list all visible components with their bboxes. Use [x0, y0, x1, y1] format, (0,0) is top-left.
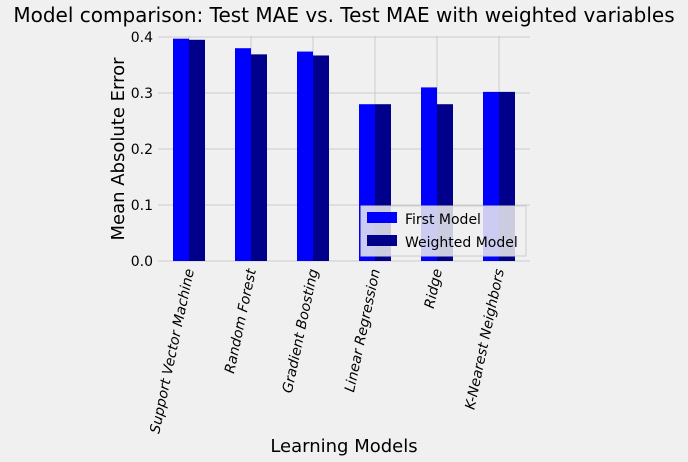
legend-swatch-weighted-model — [367, 235, 397, 246]
legend: First Model Weighted Model — [360, 205, 527, 257]
y-tick-label: 0.0 — [131, 254, 153, 270]
bar-weighted-model — [189, 39, 205, 261]
bar-first-model — [173, 38, 189, 262]
y-tick-label: 0.3 — [131, 86, 153, 102]
legend-label-first-model: First Model — [405, 212, 481, 228]
x-axis-title: Learning Models — [270, 436, 417, 457]
bar-weighted-model — [251, 54, 267, 261]
chart-title: Model comparison: Test MAE vs. Test MAE … — [13, 3, 674, 27]
y-tick-label: 0.4 — [131, 30, 153, 46]
bar-first-model — [235, 48, 251, 262]
bar-weighted-model — [313, 55, 329, 262]
x-tick-label: Support Vector Machine — [147, 268, 198, 435]
y-axis-title: Mean Absolute Error — [108, 57, 129, 241]
x-tick-label: Random Forest — [222, 267, 260, 375]
x-tick-label: Ridge — [422, 268, 446, 310]
x-tick-label: Linear Regression — [342, 268, 384, 394]
legend-label-weighted-model: Weighted Model — [405, 235, 518, 251]
legend-swatch-first-model — [367, 212, 397, 223]
y-tick-label: 0.1 — [131, 198, 153, 214]
bar-first-model — [297, 51, 313, 262]
x-tick-label: K-Nearest Neighbors — [462, 268, 507, 412]
x-tick-label: Gradient Boosting — [280, 267, 322, 394]
y-tick-label: 0.2 — [131, 142, 153, 158]
